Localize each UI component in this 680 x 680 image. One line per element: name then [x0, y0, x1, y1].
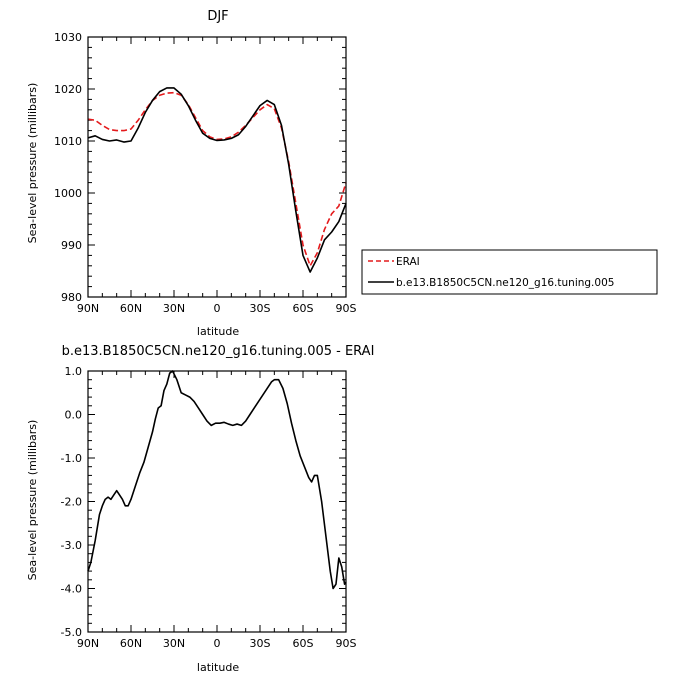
legend-label-erai: ERAI: [396, 256, 420, 268]
bottom-y-tick-label: -2.0: [61, 496, 82, 509]
top-ticks: 90N 60N 30N 0 30S 60S 90S 980 990 1000 1010 1020 103…: [54, 31, 357, 315]
bottom-x-tick-label: 90N: [77, 637, 99, 650]
top-y-axis-label: Sea-level pressure (millibars): [26, 83, 39, 244]
bottom-x-tick-label: 60N: [120, 637, 142, 650]
bottom-x-tick-label: 90S: [336, 637, 357, 650]
bottom-y-tick-label: -1.0: [61, 452, 82, 465]
bottom-y-axis-label-group: Sea-level pressure (millibars): [26, 420, 39, 581]
bottom-y-axis-label: Sea-level pressure (millibars): [26, 420, 39, 581]
top-x-axis-label: latitude: [197, 325, 239, 338]
top-y-tick-label: 1000: [54, 187, 82, 200]
bottom-y-tick-label: 0.0: [65, 409, 83, 422]
bottom-series-group: [87, 370, 347, 590]
bottom-y-tick-label: -4.0: [61, 583, 82, 596]
bottom-x-tick-label: 30S: [250, 637, 271, 650]
top-series-line-0: [87, 91, 347, 267]
legend: ERAI b.e13.B1850C5CN.ne120_g16.tuning.00…: [361, 249, 658, 295]
top-x-tick-label: 60S: [293, 302, 314, 315]
top-plot-frame: [87, 36, 347, 298]
legend-label-model: b.e13.B1850C5CN.ne120_g16.tuning.005: [396, 277, 614, 289]
top-x-tick-label: 30N: [163, 302, 185, 315]
top-y-tick-label: 1020: [54, 83, 82, 96]
top-series-group: [87, 87, 347, 273]
top-x-tick-label: 90S: [336, 302, 357, 315]
bottom-x-tick-label: 0: [214, 637, 221, 650]
top-series-line-1: [87, 87, 347, 273]
bottom-ticks: 90N 60N 30N 0 30S 60S 90S -5.0 -4.0 -3.0 -2.0 -1.0 0…: [61, 365, 357, 650]
bottom-chart-title: b.e13.B1850C5CN.ne120_g16.tuning.005 - E…: [62, 344, 375, 359]
bottom-y-tick-label: 1.0: [65, 365, 83, 378]
top-y-tick-label: 1010: [54, 135, 82, 148]
top-x-tick-label: 90N: [77, 302, 99, 315]
legend-box: [361, 249, 658, 295]
bottom-x-axis-label: latitude: [197, 661, 239, 674]
top-y-axis-label-group: Sea-level pressure (millibars): [26, 83, 39, 244]
top-y-tick-label: 990: [61, 239, 82, 252]
bottom-series-line-0: [87, 370, 347, 590]
top-x-tick-label: 0: [214, 302, 221, 315]
top-x-tick-label: 30S: [250, 302, 271, 315]
top-panel: DJF Sea-level pressure (millibars) latit…: [26, 9, 357, 338]
bottom-x-tick-label: 30N: [163, 637, 185, 650]
bottom-panel: b.e13.B1850C5CN.ne120_g16.tuning.005 - E…: [26, 344, 374, 674]
top-chart-title: DJF: [207, 9, 228, 24]
top-x-tick-label: 60N: [120, 302, 142, 315]
top-y-tick-label: 1030: [54, 31, 82, 44]
bottom-y-tick-label: -5.0: [61, 626, 82, 639]
top-y-tick-label: 980: [61, 291, 82, 304]
bottom-y-tick-label: -3.0: [61, 539, 82, 552]
bottom-x-tick-label: 60S: [293, 637, 314, 650]
bottom-plot-frame: [87, 370, 347, 633]
